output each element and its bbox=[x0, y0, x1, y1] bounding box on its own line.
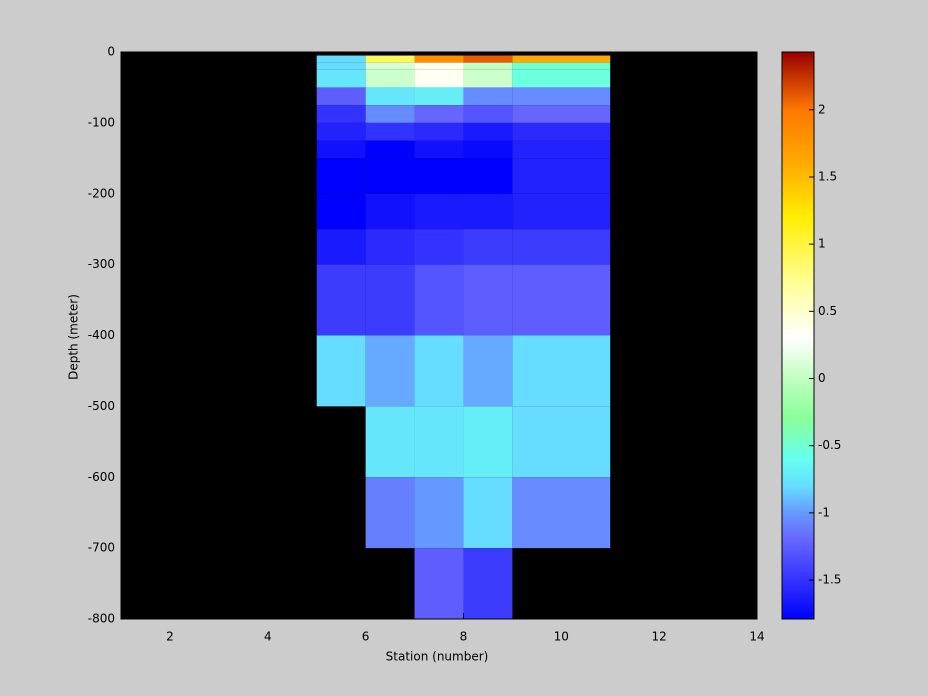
heatmap-cell bbox=[316, 69, 366, 88]
heatmap-cell bbox=[414, 477, 464, 549]
heatmap-cell bbox=[414, 193, 464, 230]
heatmap-cell bbox=[512, 477, 611, 549]
heatmap-cell bbox=[414, 229, 464, 265]
x-tick-label: 4 bbox=[264, 630, 272, 644]
heatmap-cell bbox=[414, 69, 464, 88]
heatmap-cell bbox=[365, 193, 415, 230]
colorbar-tick-label: 0.5 bbox=[818, 304, 837, 318]
heatmap-cell bbox=[463, 158, 513, 194]
heatmap-cell bbox=[414, 105, 464, 123]
y-tick-label: -600 bbox=[88, 470, 115, 484]
colorbar-tick-label: 0 bbox=[818, 371, 826, 385]
heatmap-cell bbox=[463, 193, 513, 230]
heatmap-cell bbox=[365, 62, 415, 70]
heatmap-cell bbox=[414, 548, 464, 619]
heatmap-cell bbox=[316, 193, 366, 230]
heatmap-cell bbox=[512, 62, 611, 70]
y-tick-label: -200 bbox=[88, 186, 115, 200]
y-tick-label: -100 bbox=[88, 115, 115, 129]
heatmap-cell bbox=[463, 229, 513, 265]
heatmap-cell bbox=[316, 158, 366, 194]
heatmap-cell bbox=[414, 62, 464, 70]
heatmap-cell bbox=[512, 122, 611, 141]
y-axis-label: Depth (meter) bbox=[67, 294, 81, 380]
heatmap-cell bbox=[414, 335, 464, 407]
heatmap-cell bbox=[463, 140, 513, 159]
heatmap-cell bbox=[512, 158, 611, 194]
heatmap-cell bbox=[365, 406, 415, 478]
heatmap-cell bbox=[414, 158, 464, 194]
heatmap-cell bbox=[365, 477, 415, 549]
heatmap-cell bbox=[463, 477, 513, 549]
y-tick-label: 0 bbox=[107, 45, 115, 59]
colorbar-tick-label: 2 bbox=[818, 102, 826, 116]
heatmap-cell bbox=[365, 158, 415, 194]
heatmap-cell bbox=[463, 122, 513, 141]
y-tick-label: -700 bbox=[88, 541, 115, 555]
heatmap-cell bbox=[414, 55, 464, 63]
x-tick-label: 2 bbox=[166, 630, 174, 644]
heatmap-cell bbox=[463, 69, 513, 88]
colorbar-tick-label: -1 bbox=[818, 505, 830, 519]
heatmap-cell bbox=[365, 55, 415, 63]
heatmap-cell bbox=[365, 87, 415, 106]
heatmap-cell bbox=[316, 229, 366, 265]
heatmap-cell bbox=[316, 87, 366, 106]
heatmap-cell bbox=[463, 105, 513, 123]
heatmap-cell bbox=[512, 87, 611, 106]
heatmap-cell bbox=[463, 55, 513, 63]
heatmap-cell bbox=[463, 406, 513, 478]
heatmap-cell bbox=[316, 105, 366, 123]
heatmap-cell bbox=[365, 335, 415, 407]
heatmap-cell bbox=[316, 62, 366, 70]
heatmap-cell bbox=[512, 69, 611, 88]
x-tick-label: 6 bbox=[362, 630, 370, 644]
heatmap-cell bbox=[463, 264, 513, 336]
heatmap-cell bbox=[365, 105, 415, 123]
heatmap-cell bbox=[316, 264, 366, 336]
colorbar-tick-label: 1 bbox=[818, 237, 826, 251]
y-tick-label: -500 bbox=[88, 399, 115, 413]
heatmap-cell bbox=[414, 140, 464, 159]
heatmap-cell bbox=[316, 140, 366, 159]
x-axis-label: Station (number) bbox=[386, 650, 489, 664]
colorbar-tick-label: -1.5 bbox=[818, 573, 841, 587]
heatmap-cell bbox=[512, 335, 611, 407]
heatmap-cell bbox=[414, 406, 464, 478]
heatmap-cell bbox=[463, 335, 513, 407]
heatmap-cell bbox=[316, 335, 366, 407]
heatmap-cell bbox=[463, 548, 513, 619]
heatmap-cell bbox=[316, 55, 366, 63]
heatmap-cell bbox=[463, 62, 513, 70]
heatmap-cell bbox=[414, 264, 464, 336]
y-tick-label: -800 bbox=[88, 612, 115, 626]
heatmap-cell bbox=[512, 229, 611, 265]
heatmap-cell bbox=[512, 406, 611, 478]
heatmap-cell bbox=[512, 105, 611, 123]
heatmap-cell bbox=[365, 69, 415, 88]
y-tick-label: -300 bbox=[88, 257, 115, 271]
heatmap-cell bbox=[414, 122, 464, 141]
heatmap-cell bbox=[463, 87, 513, 106]
heatmap-cell bbox=[512, 193, 611, 230]
heatmap-cell bbox=[512, 55, 611, 63]
heatmap-cell bbox=[316, 122, 366, 141]
heatmap-cell bbox=[512, 264, 611, 336]
y-tick-label: -400 bbox=[88, 328, 115, 342]
x-tick-label: 10 bbox=[554, 630, 569, 644]
x-tick-label: 8 bbox=[460, 630, 468, 644]
colorbar bbox=[781, 51, 815, 620]
x-tick-label: 14 bbox=[749, 630, 764, 644]
colorbar-tick-label: -0.5 bbox=[818, 438, 841, 452]
heatmap-cell bbox=[365, 140, 415, 159]
heatmap-cell bbox=[512, 140, 611, 159]
heatmap-cell bbox=[365, 264, 415, 336]
colorbar-tick-label: 1.5 bbox=[818, 169, 837, 183]
heatmap-cell bbox=[414, 87, 464, 106]
heatmap-cell bbox=[365, 229, 415, 265]
x-tick-label: 12 bbox=[652, 630, 667, 644]
heatmap-cell bbox=[365, 122, 415, 141]
